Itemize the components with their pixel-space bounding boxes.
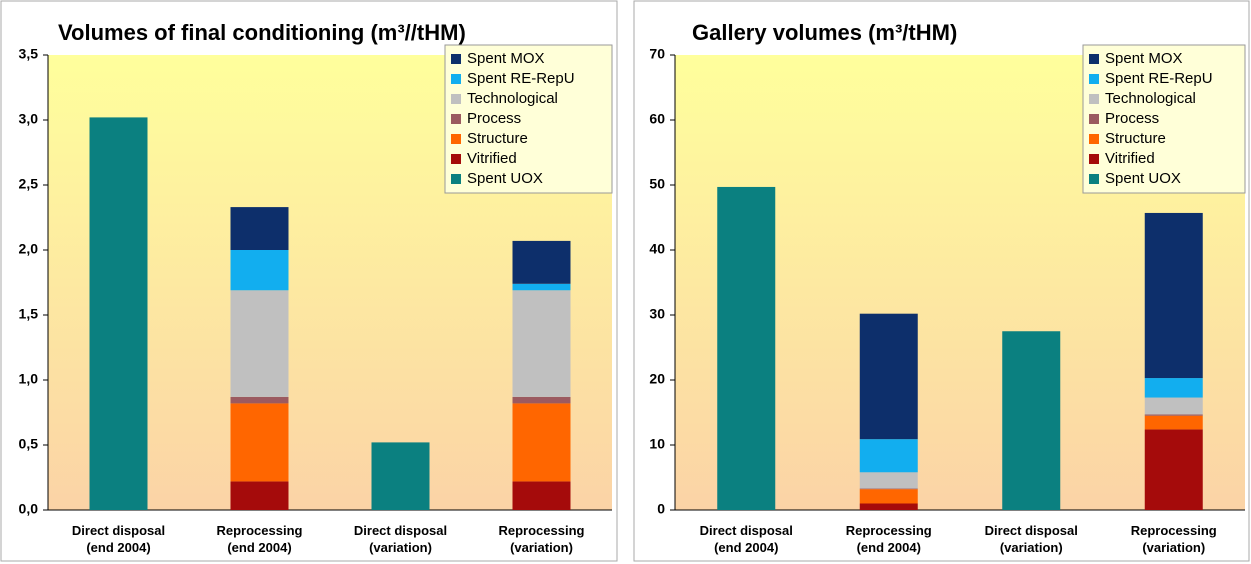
y-tick-label: 3,0 bbox=[19, 111, 39, 127]
y-tick-label: 10 bbox=[649, 436, 665, 452]
legend-label: Technological bbox=[1105, 90, 1196, 107]
bar-segment bbox=[859, 313, 918, 440]
legend-label: Structure bbox=[467, 130, 528, 147]
panel-frame bbox=[0, 0, 618, 562]
legend-label: Spent RE-RepU bbox=[1105, 70, 1213, 87]
legend-box bbox=[444, 44, 613, 194]
legend-label: Technological bbox=[467, 90, 558, 107]
bar-segment bbox=[512, 396, 571, 404]
y-tick-label: 60 bbox=[649, 111, 665, 127]
x-tick-label: Direct disposal (end 2004) bbox=[71, 523, 166, 555]
bar-segment bbox=[1144, 378, 1203, 398]
y-tick-label: 30 bbox=[649, 306, 665, 322]
legend-swatch bbox=[1089, 94, 1099, 104]
legend-swatch bbox=[451, 134, 461, 144]
legend-swatch bbox=[451, 114, 461, 124]
y-tick-label: 20 bbox=[649, 371, 665, 387]
legend-swatch bbox=[1089, 134, 1099, 144]
bar-segment bbox=[230, 396, 289, 404]
legend-swatch bbox=[1089, 174, 1099, 184]
bar-segment bbox=[859, 489, 918, 504]
x-tick-label: Direct disposal (variation) bbox=[353, 523, 448, 555]
x-tick-label: Direct disposal (variation) bbox=[984, 523, 1078, 555]
bar-segment bbox=[230, 207, 289, 250]
bar-segment bbox=[230, 481, 289, 510]
legend-swatch bbox=[1089, 54, 1099, 64]
x-tick-label: Direct disposal (end 2004) bbox=[699, 523, 793, 555]
legend-label: Vitrified bbox=[467, 150, 517, 167]
legend-label: Spent UOX bbox=[467, 170, 543, 187]
panel-frame bbox=[633, 0, 1250, 562]
bar-segment bbox=[1144, 415, 1203, 430]
chart-title: Volumes of final conditioning (m³//tHM) bbox=[58, 20, 466, 45]
legend-swatch bbox=[451, 54, 461, 64]
bar-segment bbox=[859, 472, 918, 489]
bar-segment bbox=[1144, 212, 1203, 379]
y-tick-label: 2,5 bbox=[19, 176, 39, 192]
legend-swatch bbox=[1089, 154, 1099, 164]
bar-segment bbox=[512, 290, 571, 397]
y-tick-label: 1,5 bbox=[19, 306, 39, 322]
y-tick-label: 0,0 bbox=[19, 501, 39, 517]
legend-swatch bbox=[451, 74, 461, 84]
legend-swatch bbox=[451, 174, 461, 184]
y-tick-label: 70 bbox=[649, 46, 665, 62]
bar-segment bbox=[512, 481, 571, 510]
y-tick-label: 3,5 bbox=[19, 46, 39, 62]
legend-label: Process bbox=[467, 110, 521, 127]
bar-segment bbox=[371, 442, 430, 510]
legend-swatch bbox=[451, 94, 461, 104]
y-tick-label: 0 bbox=[657, 501, 665, 517]
bar-segment bbox=[859, 503, 918, 510]
x-tick-label: Reprocessing (end 2004) bbox=[845, 523, 932, 555]
legend-box bbox=[1082, 44, 1246, 194]
bar-segment bbox=[1002, 331, 1061, 510]
chart-title: Gallery volumes (m³/tHM) bbox=[692, 20, 957, 45]
x-tick-label: Reprocessing (variation) bbox=[1130, 523, 1217, 555]
bar-segment bbox=[512, 403, 571, 482]
y-tick-label: 2,0 bbox=[19, 241, 39, 257]
bar-segment bbox=[717, 186, 776, 510]
y-tick-label: 0,5 bbox=[19, 436, 39, 452]
legend-label: Spent RE-RepU bbox=[467, 70, 575, 87]
legend-label: Spent MOX bbox=[1105, 50, 1183, 67]
legend-label: Process bbox=[1105, 110, 1159, 127]
bar-segment bbox=[859, 488, 918, 490]
bar-segment bbox=[1144, 414, 1203, 416]
y-tick-label: 40 bbox=[649, 241, 665, 257]
y-tick-label: 1,0 bbox=[19, 371, 39, 387]
bar-segment bbox=[230, 250, 289, 291]
y-tick-label: 50 bbox=[649, 176, 665, 192]
x-tick-label: Reprocessing (end 2004) bbox=[216, 523, 303, 555]
x-tick-label: Reprocessing (variation) bbox=[498, 523, 585, 555]
bar-segment bbox=[230, 290, 289, 397]
bar-segment bbox=[1144, 397, 1203, 415]
bar-segment bbox=[859, 439, 918, 473]
bar-segment bbox=[89, 117, 148, 511]
bar-segment bbox=[230, 403, 289, 482]
legend-label: Spent UOX bbox=[1105, 170, 1181, 187]
bar-segment bbox=[1144, 429, 1203, 510]
legend-label: Spent MOX bbox=[467, 50, 545, 67]
legend-swatch bbox=[1089, 74, 1099, 84]
legend-swatch bbox=[451, 154, 461, 164]
legend-swatch bbox=[1089, 114, 1099, 124]
bar-segment bbox=[512, 240, 571, 284]
bar-segment bbox=[512, 283, 571, 291]
legend-label: Vitrified bbox=[1105, 150, 1155, 167]
legend-label: Structure bbox=[1105, 130, 1166, 147]
